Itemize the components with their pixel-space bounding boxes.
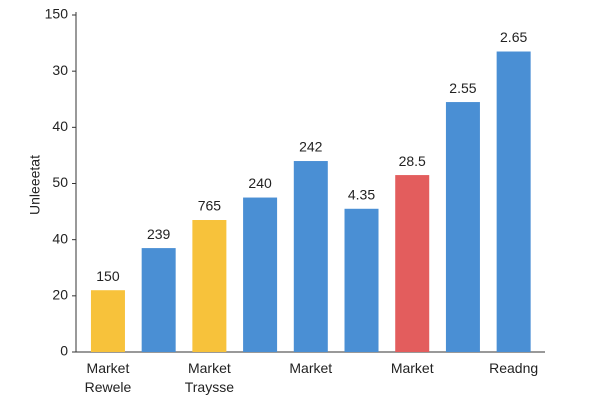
bar-label: 4.35 (348, 186, 375, 202)
y-tick-label: 40 (52, 230, 68, 246)
bar (395, 175, 430, 352)
bar-label: 2.65 (500, 29, 527, 45)
x-tick-label: Readng (489, 360, 539, 376)
y-tick-label: 20 (52, 287, 68, 303)
bar (445, 102, 480, 352)
bar (90, 290, 125, 352)
bar (243, 197, 278, 352)
x-tick-label: Market (390, 360, 434, 376)
y-tick-label: 30 (52, 62, 68, 78)
y-axis-label: Unleeetat (27, 155, 43, 215)
bar-label: 242 (299, 139, 323, 155)
bar-label: 240 (248, 175, 272, 191)
y-tick-label: 0 (60, 343, 68, 359)
bar-label: 765 (198, 198, 222, 214)
bar-label: 2.55 (449, 80, 476, 96)
y-tick-label: 50 (52, 174, 68, 190)
x-tick-label: Market Rewele (84, 360, 132, 395)
bar (192, 220, 227, 352)
bar-label: 239 (147, 226, 171, 242)
bar (293, 161, 328, 352)
bar (496, 51, 531, 353)
y-tick-label: 40 (52, 118, 68, 134)
y-tick-label: 150 (45, 6, 69, 22)
bar (344, 208, 379, 352)
bar-label: 28.5 (399, 153, 426, 169)
bar (141, 248, 176, 352)
x-tick-label: Market (289, 360, 333, 376)
bar-label: 150 (96, 268, 120, 284)
x-tick-label: Market Traysse (184, 360, 235, 395)
